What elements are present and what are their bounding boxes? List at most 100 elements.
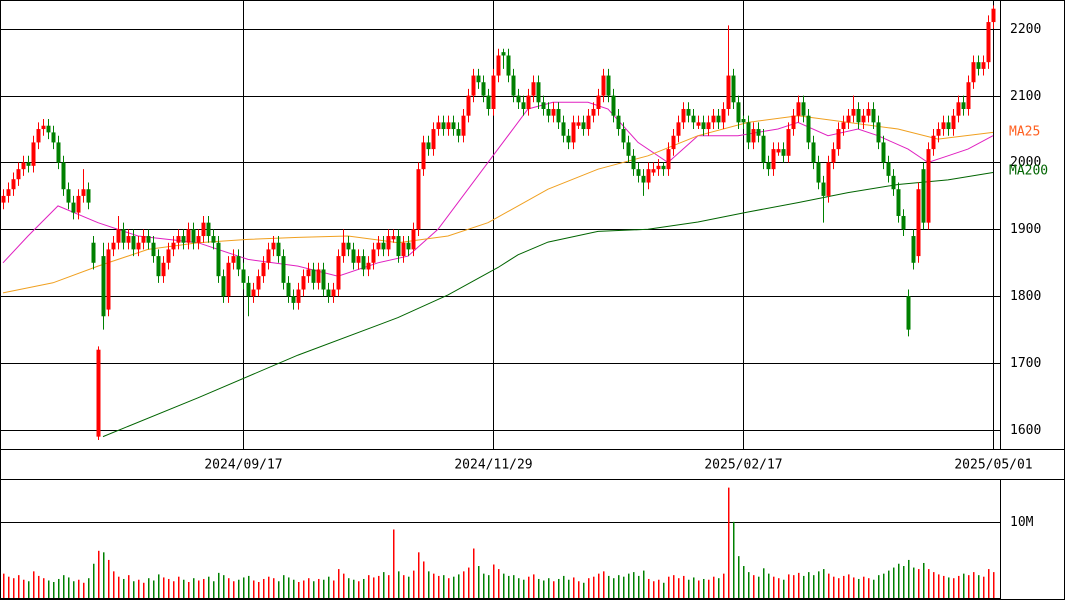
candle-body [886, 162, 891, 176]
candle-body [471, 75, 476, 96]
candle-body [696, 122, 701, 126]
volume-bar [383, 572, 385, 598]
candle-body [786, 129, 791, 156]
volume-bar [688, 579, 690, 598]
candle-body [521, 102, 526, 109]
moving-average [102, 172, 994, 438]
candle-body [291, 296, 296, 303]
volume-bar [68, 577, 70, 598]
volume-bar [483, 573, 485, 598]
volume-bar [713, 576, 715, 598]
volume-bar [263, 578, 265, 598]
candle-body [936, 129, 941, 136]
candle-body [416, 169, 421, 230]
volume-bar [828, 573, 830, 598]
candle-body [346, 242, 351, 250]
candle-body [766, 162, 771, 170]
volume-bar [88, 578, 90, 598]
volume-bar [853, 577, 855, 598]
candle-body [216, 242, 221, 277]
candle-body [676, 122, 681, 136]
candle-body [276, 242, 281, 257]
candle-body [821, 182, 826, 196]
volume-bar [113, 571, 115, 598]
volume-bar [578, 581, 580, 598]
candle-body [836, 129, 841, 150]
candle-body [516, 95, 521, 103]
candle-body [721, 108, 726, 123]
volume-bar [58, 578, 60, 598]
volume-bar [8, 576, 10, 598]
y-tick-label: 1700 [1010, 356, 1041, 371]
volume-bar [738, 556, 740, 598]
candle-body [281, 256, 286, 283]
volume-bar [83, 582, 85, 598]
candle-body [136, 242, 141, 250]
volume-bar [833, 576, 835, 598]
volume-bar [943, 575, 945, 598]
candle-body [431, 129, 436, 150]
candle-body [141, 236, 146, 243]
candle-body [761, 135, 766, 163]
candle-body [361, 256, 366, 270]
volume-bar [978, 575, 980, 598]
legend-label: MA25 [1009, 125, 1040, 140]
y-tick-label: 1800 [1010, 289, 1041, 304]
candle-body [966, 82, 971, 109]
candle-body [306, 269, 311, 277]
volume-bar [858, 578, 860, 598]
volume-bar [258, 582, 260, 598]
candle-body [576, 122, 581, 126]
volume-bar [863, 576, 865, 598]
candle-body [771, 149, 776, 170]
candle-body [851, 108, 856, 116]
volume-bar [568, 579, 570, 598]
volume-bar [893, 567, 895, 598]
volume-bar [373, 577, 375, 598]
volume-bar [273, 578, 275, 598]
volume-bar [168, 578, 170, 598]
moving-average [2, 115, 994, 294]
candle-body [956, 102, 961, 116]
candle-body [991, 8, 996, 23]
candle-body [131, 236, 136, 250]
candle-body [111, 242, 116, 250]
volume-bar [478, 566, 480, 598]
candle-body [631, 155, 636, 170]
volume-bar [228, 578, 230, 598]
candle-body [811, 142, 816, 163]
volume-bar [303, 580, 305, 598]
volume-bar [758, 576, 760, 598]
candle-body [506, 55, 511, 76]
candle-body [221, 276, 226, 297]
volume-bar [23, 579, 25, 598]
candle-body [701, 122, 706, 130]
y-tick-label: 2100 [1010, 89, 1041, 104]
volume-bar [418, 552, 420, 598]
volume-bar [493, 564, 495, 598]
legend-label: MA200 [1009, 164, 1048, 179]
volume-bar [473, 548, 475, 598]
candle-body [731, 75, 736, 103]
volume-bar [523, 579, 525, 598]
volume-bar [488, 575, 490, 598]
candle-body [646, 169, 651, 183]
candle-body [341, 242, 346, 257]
candle-body [746, 122, 751, 143]
candle-body [981, 62, 986, 69]
volume-bar [788, 574, 790, 598]
volume-bar [818, 571, 820, 598]
volume-bar [933, 572, 935, 598]
volume-bar [173, 581, 175, 598]
candle-body [941, 122, 946, 130]
candle-body [816, 162, 821, 183]
volume-bar [718, 578, 720, 598]
candle-body [61, 162, 66, 190]
candle-body [801, 102, 806, 116]
volume-bar [608, 575, 610, 598]
volume-bar [103, 552, 105, 598]
volume-bar [918, 569, 920, 598]
volume-bar [513, 575, 515, 598]
volume-bar [328, 576, 330, 598]
volume-bar [243, 577, 245, 598]
